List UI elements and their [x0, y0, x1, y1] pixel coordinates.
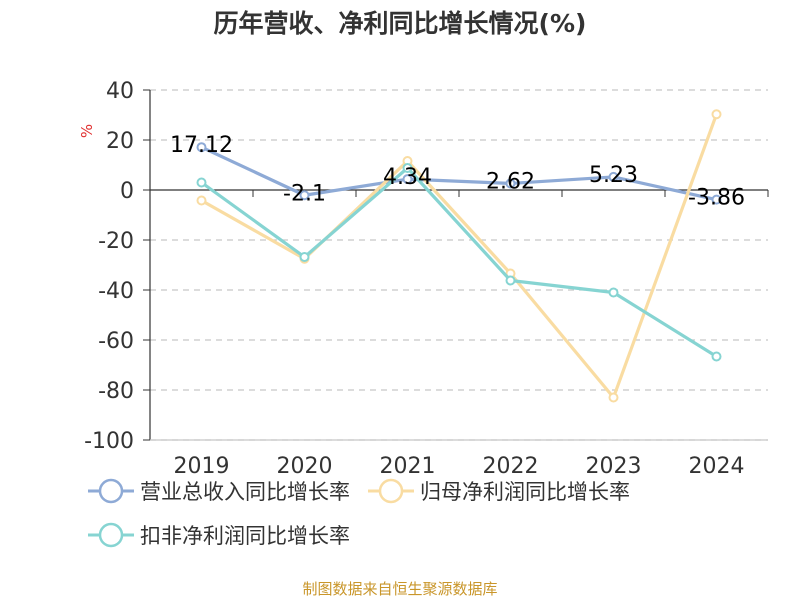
data-labels: 17.12 -2.1 4.34 2.62 5.23 -3.86: [170, 133, 745, 210]
legend-item[interactable]: 营业总收入同比增长率: [88, 474, 350, 508]
data-label: 2.62: [486, 169, 535, 194]
data-point[interactable]: [299, 190, 310, 201]
series-line-1: [200, 113, 719, 400]
source-note: 制图数据来自恒生聚源数据库: [302, 580, 498, 598]
data-point[interactable]: [196, 195, 207, 206]
axes: 40 20 0 -20 -40 -60 -80 -100 2019 2020 2021 2022 202…: [78, 79, 769, 479]
data-label: -3.86: [688, 186, 745, 211]
y-tick-label: -20: [98, 229, 134, 254]
y-tick-label: -40: [98, 279, 134, 304]
series-lines: [196, 109, 722, 403]
x-tick-label: 2023: [586, 454, 642, 479]
y-tick-label: -100: [84, 429, 134, 454]
legend-line-circle-icon: [88, 522, 134, 548]
data-label: 5.23: [589, 163, 638, 188]
legend-line-circle-icon: [368, 478, 414, 504]
chart-title: 历年营收、净利同比增长情况(%): [213, 9, 587, 38]
legend-line-circle-icon: [88, 478, 134, 504]
legend-label: 归母净利润同比增长率: [420, 480, 630, 504]
data-point[interactable]: [711, 194, 722, 205]
data-label: -2.1: [283, 181, 326, 206]
y-tick-label: 40: [106, 79, 134, 104]
data-label: 17.12: [170, 133, 233, 158]
data-point[interactable]: [711, 109, 722, 120]
y-tick-label: 0: [120, 179, 134, 204]
legend-item[interactable]: 扣非净利润同比增长率: [88, 518, 350, 552]
x-tick-label: 2019: [174, 454, 230, 479]
data-point[interactable]: [608, 287, 619, 298]
series-line-0: [200, 145, 717, 202]
data-point[interactable]: [402, 163, 413, 173]
x-tick-label: 2020: [277, 454, 333, 479]
series-line-2: [200, 166, 718, 358]
data-label: 4.34: [383, 165, 432, 190]
data-point[interactable]: [505, 275, 516, 286]
y-tick-label: -80: [98, 379, 134, 404]
data-point[interactable]: [505, 178, 516, 189]
legend-label: 扣非净利润同比增长率: [140, 524, 350, 548]
x-tick-label: 2024: [689, 454, 745, 479]
legend-label: 营业总收入同比增长率: [140, 480, 350, 504]
data-point[interactable]: [196, 177, 207, 188]
data-point[interactable]: [402, 174, 413, 185]
data-point[interactable]: [711, 351, 722, 362]
grid-lines: [150, 89, 768, 441]
data-point[interactable]: [608, 392, 619, 403]
y-tick-label: -60: [98, 329, 134, 354]
y-tick-label: 20: [106, 129, 134, 154]
data-point[interactable]: [608, 171, 619, 182]
data-point[interactable]: [196, 142, 207, 153]
x-tick-label: 2022: [483, 454, 539, 479]
y-axis-unit-label: %: [78, 124, 96, 138]
legend: 营业总收入同比增长率 归母净利润同比增长率扣非净利润同比增长率: [88, 474, 788, 552]
data-point[interactable]: [299, 252, 310, 262]
legend-item[interactable]: 归母净利润同比增长率: [368, 474, 630, 508]
x-tick-label: 2021: [380, 454, 436, 479]
